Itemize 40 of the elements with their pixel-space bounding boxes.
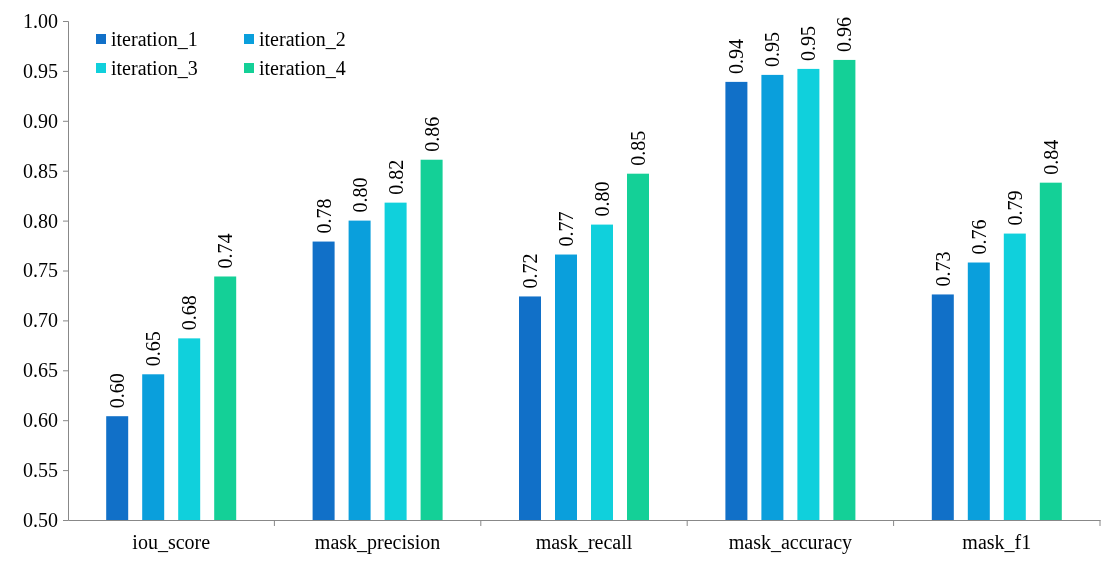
text: 0.85: [23, 159, 58, 182]
data-label: 0.73: [931, 251, 954, 287]
text: 1.00: [23, 9, 58, 32]
text: 0.55: [23, 459, 58, 481]
data-label: 0.80: [591, 181, 613, 217]
data-label: 0.96: [833, 16, 856, 52]
data-label: 0.74: [214, 233, 237, 269]
x-tick-label: mask_precision: [314, 531, 441, 554]
legend-label: iteration_2: [259, 28, 346, 50]
text: 0.80: [23, 209, 58, 232]
data-label: 0.79: [1003, 190, 1026, 226]
text: 0.50: [23, 508, 58, 531]
data-label: 0.78: [312, 198, 335, 234]
data-label: 0.86: [420, 116, 443, 152]
text: 0.70: [23, 309, 58, 332]
data-label: 0.84: [1039, 139, 1062, 175]
data-label: 0.85: [627, 130, 649, 166]
text: 0.95: [23, 59, 58, 82]
data-label: 0.80: [348, 177, 371, 213]
legend-label: iteration_3: [111, 57, 198, 79]
data-label: 0.77: [555, 211, 577, 247]
data-label: 0.76: [967, 219, 990, 255]
data-label: 0.72: [519, 253, 541, 289]
x-tick-label: mask_accuracy: [728, 531, 853, 554]
data-label: 0.95: [797, 25, 820, 61]
x-tick-label: mask_f1: [962, 531, 1032, 553]
text: 0.65: [23, 359, 58, 382]
text: 0.60: [23, 409, 58, 432]
legend-label: iteration_4: [259, 57, 346, 79]
data-label: 0.95: [761, 31, 784, 67]
text: 0.75: [23, 259, 58, 282]
x-tick-label: iou_score: [132, 531, 211, 553]
legend-label: iteration_1: [111, 28, 198, 50]
data-label: 0.65: [142, 331, 165, 367]
data-label: 0.60: [106, 373, 129, 409]
text: 0.90: [23, 109, 58, 132]
x-tick-label: mask_recall: [535, 531, 633, 553]
data-label: 0.94: [725, 38, 748, 74]
data-label: 0.82: [384, 159, 407, 195]
data-label: 0.68: [178, 295, 201, 331]
